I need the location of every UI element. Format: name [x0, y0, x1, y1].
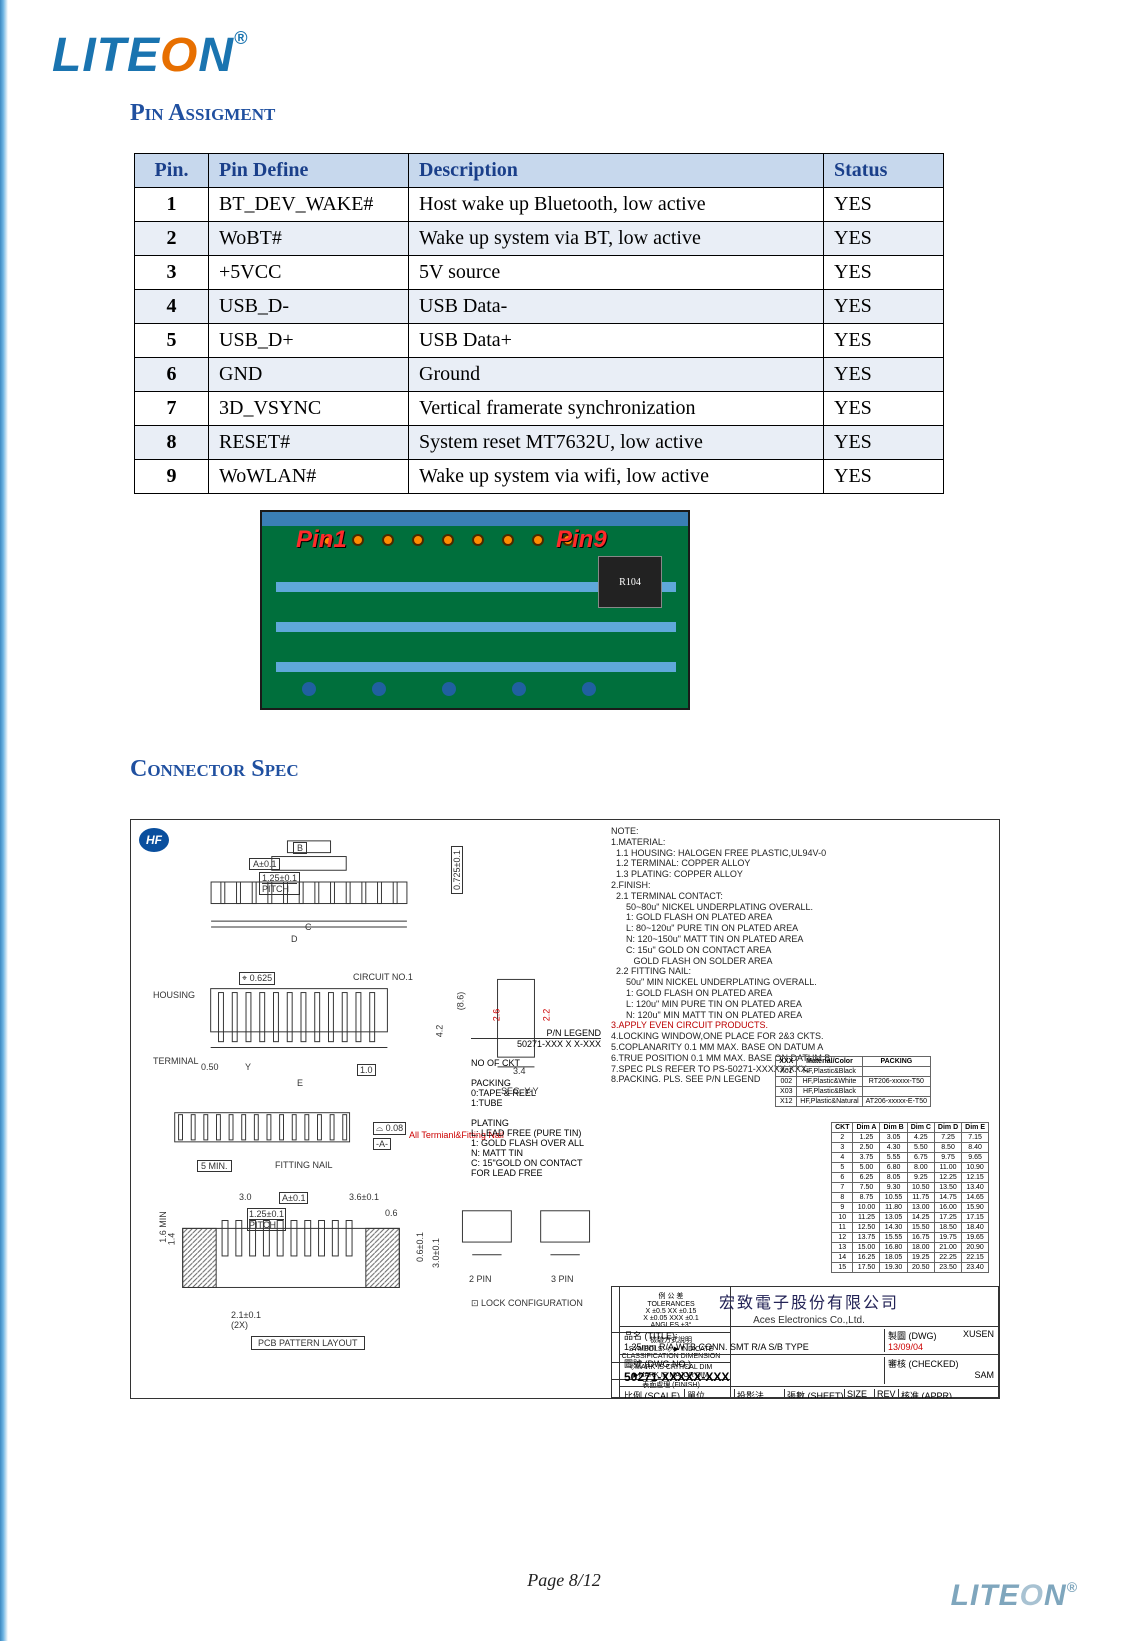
brand-logo-footer: LITEON® [951, 1579, 1078, 1613]
p-h2: 1.4 [166, 1233, 176, 1246]
dim-h1: (8.6) [455, 992, 465, 1011]
lbl-housing: HOUSING [153, 990, 195, 1000]
th-status: Status [824, 154, 944, 188]
secd2: 2.2 [541, 1009, 551, 1022]
chip: R104 [598, 556, 662, 608]
p-g: 3.0 [239, 1192, 252, 1202]
dim-tol: ⌓ 0.08 [373, 1122, 406, 1135]
pin9-label: Pin9 [556, 526, 607, 554]
secd1: 2.6 [491, 1009, 501, 1022]
table-row: 73D_VSYNCVertical framerate synchronizat… [135, 392, 944, 426]
pcb-title: PCB PATTERN LAYOUT [251, 1336, 365, 1350]
p-s2: 0.6±0.1 [415, 1232, 425, 1262]
dim-w: 1.0 [357, 1064, 376, 1076]
connector-drawing: HF B A±0.1 1.25±0.1PITCH C D 0.725±0.1 [130, 819, 1000, 1399]
table-row: 9WoWLAN#Wake up system via wifi, low act… [135, 460, 944, 494]
th-desc: Description [409, 154, 824, 188]
pad [472, 534, 484, 546]
dim-b: B [293, 842, 307, 854]
table-row: 2WoBT#Wake up system via BT, low activeY… [135, 222, 944, 256]
dim-pitch-val: 1.25±0.1PITCH [259, 872, 300, 895]
pad [502, 534, 514, 546]
table-row: 3+5VCC5V sourceYES [135, 256, 944, 290]
section-conn-title: Connector Spec [130, 756, 1000, 783]
dim-ref: ⌖ 0.625 [239, 972, 275, 985]
table-row: 5USB_D+USB Data+YES [135, 324, 944, 358]
p-f: 2.1±0.1 [231, 1310, 261, 1320]
title-block: 宏致電子股份有限公司 Aces Electronics Co.,Ltd. 品名 … [619, 1286, 999, 1398]
pad [412, 534, 424, 546]
dim-h: 0.725±0.1 [451, 846, 463, 894]
pad [532, 534, 544, 546]
dim-d: D [291, 934, 298, 944]
dim-c: C [305, 922, 312, 932]
th-pin: Pin. [135, 154, 209, 188]
p-fx: (2X) [231, 1320, 248, 1330]
lbl-ckt: CIRCUIT NO.1 [353, 972, 413, 982]
dim-h2: 4.2 [434, 1025, 444, 1038]
decor-left-bar [0, 0, 8, 1641]
p-g2: 3.6±0.1 [349, 1192, 379, 1202]
p-pitch: 1.25±0.1PITCH [247, 1208, 286, 1231]
dim-e: E [297, 1078, 303, 1088]
pin1-label: Pin1 [296, 526, 347, 554]
drawing-notes: NOTE: 1.MATERIAL: 1.1 HOUSING: HALOGEN F… [611, 826, 991, 1085]
hf-logo: HF [139, 828, 169, 852]
p-d: 3.0±0.1 [431, 1238, 441, 1268]
pn-legend: P/N LEGEND 50271-XXX X X-XXX [471, 1028, 601, 1049]
lbl-terminal: TERMINAL [153, 1056, 199, 1066]
pad [382, 534, 394, 546]
p-s: 0.6 [385, 1208, 398, 1218]
section-pin-title: Pin Assigment [130, 100, 1000, 127]
table-row: 8RESET#System reset MT7632U, low activeY… [135, 426, 944, 460]
table-row: 1BT_DEV_WAKE#Host wake up Bluetooth, low… [135, 188, 944, 222]
dim-datum: -A- [373, 1138, 391, 1150]
p-w: A±0.1 [279, 1192, 308, 1204]
pcb-figure: Pin1 Pin9 R104 [260, 510, 690, 710]
pad [442, 534, 454, 546]
pad [352, 534, 364, 546]
lock-title: ⊡ LOCK CONFIGURATION [471, 1298, 583, 1309]
dim-min: 5 MIN. [197, 1160, 232, 1172]
dim-table: CKTDim ADim BDim CDim DDim E21.253.054.2… [831, 1122, 989, 1273]
table-row: 6GNDGroundYES [135, 358, 944, 392]
brand-logo-header: LITEON® [52, 28, 248, 83]
th-def: Pin Define [209, 154, 409, 188]
table-row: 4USB_D-USB Data-YES [135, 290, 944, 324]
lock-2pin: 2 PIN [469, 1274, 492, 1284]
dim-a: A±0.1 [249, 858, 280, 870]
pn-rows: NO OF CKT PACKING 0:TAPE & REEL 1:TUBE P… [471, 1058, 601, 1178]
dim-y1: 0.50 [201, 1062, 219, 1072]
lock-3pin: 3 PIN [551, 1274, 574, 1284]
dim-y2: Y [245, 1062, 251, 1072]
packing-table: XXXMaterial/ColorPACKINGX01HF,Plastic&Bl… [775, 1056, 931, 1107]
pin-assignment-table: Pin. Pin Define Description Status 1BT_D… [134, 153, 944, 494]
lbl-fit: FITTING NAIL [275, 1160, 333, 1170]
